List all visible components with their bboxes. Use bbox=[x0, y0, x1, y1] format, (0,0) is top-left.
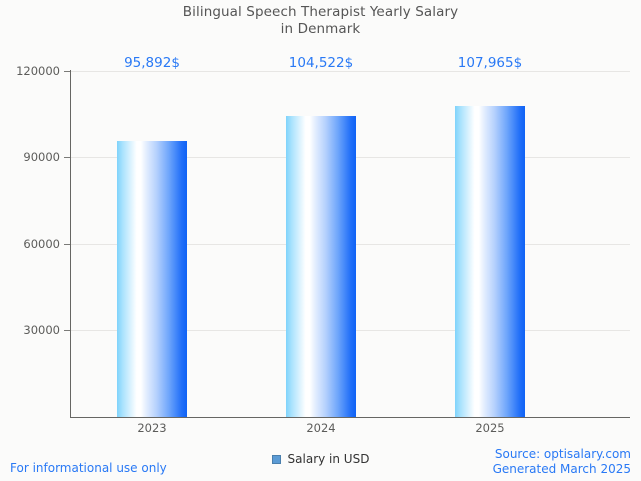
bar-2023[interactable] bbox=[117, 141, 187, 417]
x-tick-label-2024: 2024 bbox=[306, 421, 336, 435]
x-tick-label-2023: 2023 bbox=[137, 421, 167, 435]
y-axis: 120000 90000 60000 30000 bbox=[0, 0, 60, 481]
chart-title: Bilingual Speech Therapist Yearly Salary… bbox=[0, 4, 641, 38]
generated-date-text: Generated March 2025 bbox=[492, 462, 631, 476]
y-tick-mark-30000 bbox=[64, 330, 70, 331]
legend-swatch-icon bbox=[271, 454, 281, 464]
bar-value-label-2023: 95,892$ bbox=[124, 55, 180, 71]
y-axis-line bbox=[70, 70, 71, 418]
chart-title-line-1: Bilingual Speech Therapist Yearly Salary bbox=[182, 4, 459, 20]
y-tick-label-90000: 90000 bbox=[23, 150, 60, 164]
y-tick-label-120000: 120000 bbox=[16, 64, 60, 78]
bar-value-label-2024: 104,522$ bbox=[288, 55, 354, 71]
x-tick-label-2025: 2025 bbox=[475, 421, 505, 435]
legend-item-label[interactable]: Salary in USD bbox=[287, 452, 370, 466]
y-tick-label-60000: 60000 bbox=[23, 237, 60, 251]
bar-2025[interactable] bbox=[455, 106, 525, 417]
source-text: Source: optisalary.com bbox=[494, 447, 631, 461]
bar-2024[interactable] bbox=[286, 116, 356, 417]
chart-legend: Salary in USD bbox=[0, 452, 641, 466]
y-tick-mark-120000 bbox=[64, 71, 70, 72]
y-tick-label-30000: 30000 bbox=[23, 323, 60, 337]
x-axis-line bbox=[70, 417, 630, 418]
gridline-120000 bbox=[70, 71, 630, 72]
bar-value-label-2025: 107,965$ bbox=[457, 55, 523, 71]
disclaimer-text: For informational use only bbox=[10, 461, 167, 475]
y-tick-mark-60000 bbox=[64, 244, 70, 245]
plot-area bbox=[70, 71, 630, 417]
chart-title-line-2: in Denmark bbox=[280, 21, 361, 37]
y-tick-mark-90000 bbox=[64, 157, 70, 158]
source-credit: Source: optisalary.com Generated March 2… bbox=[493, 447, 631, 477]
